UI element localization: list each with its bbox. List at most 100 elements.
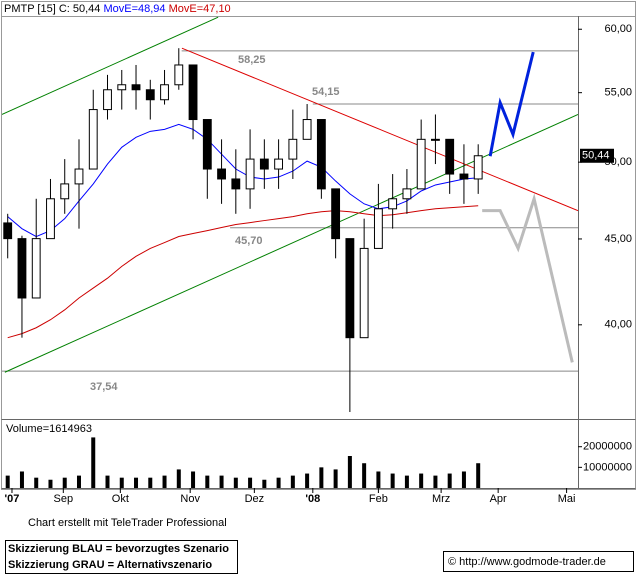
x-tick-label: Nov [180, 493, 200, 505]
candle-body [388, 198, 398, 210]
volume-bar [376, 471, 381, 488]
level-label: 45,70 [235, 235, 263, 247]
volume-bar [319, 467, 324, 488]
candle-body [103, 89, 112, 111]
candle-body [88, 109, 98, 170]
last-price-label: 50,44 [582, 150, 610, 162]
candle-body [217, 168, 226, 180]
candle-body [60, 183, 70, 200]
volume-bar [305, 473, 310, 488]
scenario-sketch [482, 193, 574, 363]
y-tick-label: 40,00 [604, 319, 632, 331]
candle-body [131, 84, 141, 91]
trendline [2, 16, 219, 115]
x-tick-label: Feb [369, 493, 388, 505]
y-tick-label: 45,00 [604, 233, 632, 245]
candle-body [459, 173, 469, 180]
candle-body [174, 64, 184, 86]
x-tick-label: '07 [5, 493, 20, 505]
volume-bar [262, 479, 267, 488]
candle-body [402, 188, 412, 200]
volume-bar [362, 463, 367, 488]
volume-title: Volume=1614963 [6, 423, 92, 435]
candle-body [345, 238, 355, 339]
candle-body [373, 208, 383, 249]
volume-bar [91, 437, 96, 488]
volume-bar [447, 473, 452, 488]
volume-bar [176, 469, 181, 488]
legend-text: Skizzierung BLAU = bevorzugtes Szenario [8, 543, 229, 555]
last-price-box [580, 148, 614, 163]
candle-body [331, 188, 341, 240]
volume-bar [476, 463, 481, 488]
volume-bar [5, 475, 10, 488]
volume-bar [134, 477, 139, 488]
volume-bar [233, 477, 238, 488]
volume-bar [119, 477, 124, 488]
y-tick-label: 60,00 [604, 23, 632, 35]
volume-bar [205, 475, 210, 488]
volume-bar [347, 456, 352, 488]
level-label: 58,25 [238, 54, 266, 66]
candle-body [431, 138, 440, 141]
volume-bar [404, 475, 409, 488]
volume-bar [290, 475, 295, 488]
x-tick-label: '08 [305, 493, 320, 505]
x-tick-label: Sep [54, 493, 74, 505]
legend-text: Skizzierung GRAU = Alternativszenario [8, 559, 212, 571]
source: © http://www.godmode-trader.de [448, 556, 606, 568]
candle-body [245, 158, 255, 190]
volume-bar [419, 473, 424, 488]
candle-body [445, 138, 455, 175]
volume-bar [276, 477, 281, 488]
level-label: 37,54 [90, 381, 118, 393]
candle-body [17, 238, 27, 299]
volume-bar [461, 471, 466, 488]
y-tick-label: 10000000 [583, 461, 632, 473]
volume-bar [433, 475, 438, 488]
volume-bar [148, 477, 153, 488]
y-tick-label: 20000000 [583, 441, 632, 453]
volume-bar [19, 471, 24, 488]
candle-body [117, 84, 127, 91]
candle-body [274, 158, 284, 170]
candle-body [316, 119, 326, 190]
credit: Chart erstellt mit TeleTrader Profession… [28, 517, 227, 529]
scenario-sketch [488, 51, 535, 157]
level-label: 54,15 [312, 86, 340, 98]
volume-bar [248, 477, 253, 488]
candle-body [31, 238, 41, 299]
chart-title: PMTP [15] C: 50,44 [4, 3, 100, 15]
volume-bar [48, 479, 53, 488]
x-tick-label: Okt [112, 493, 129, 505]
candle-body [359, 247, 369, 339]
candle-body [231, 178, 241, 190]
volume-bar [105, 475, 110, 488]
candle-body [259, 158, 269, 170]
volume-bar [62, 477, 67, 488]
volume-bar [390, 473, 395, 488]
chart-frame [1, 1, 636, 490]
candle-body [288, 138, 298, 160]
volume-bar [162, 475, 167, 488]
volume-bar [219, 475, 224, 488]
candle-body [46, 198, 55, 240]
moving-average [7, 205, 479, 339]
candle-body [473, 155, 483, 180]
y-tick-label: 55,00 [604, 87, 632, 99]
chart-header: PMTP [15] C: 50,44 MovE=48,94 MovE=47,10 [4, 3, 231, 15]
x-tick-label: Mrz [432, 493, 450, 505]
candle-body [188, 64, 198, 121]
candle-body [3, 222, 13, 240]
plot-area [2, 16, 578, 413]
x-tick-label: Apr [490, 493, 507, 505]
candle-body [416, 138, 426, 190]
moving-average [7, 123, 479, 238]
x-tick-label: Mai [558, 493, 576, 505]
source-box [443, 551, 634, 572]
candle-body [74, 168, 84, 185]
candle-body [302, 119, 312, 140]
volume-bar [34, 477, 39, 488]
